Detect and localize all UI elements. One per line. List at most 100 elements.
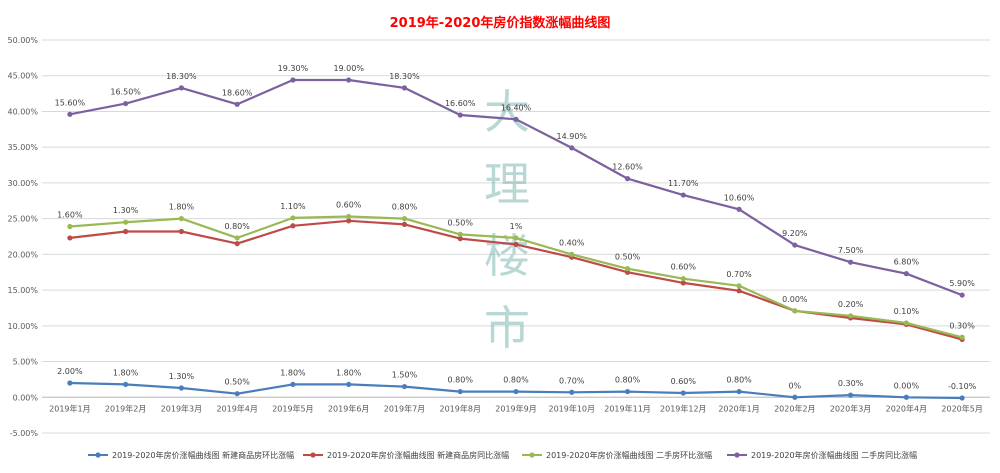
data-point [959, 334, 965, 340]
data-label: 0.50% [224, 378, 250, 387]
y-axis: -5.00% 0.00% 5.00% 10.00% 15.00% 20.00% 25.00%… [7, 36, 38, 438]
data-label: 2.00% [57, 367, 83, 376]
data-point [624, 269, 631, 275]
data-label: 18.30% [389, 72, 420, 81]
data-label: 1.80% [169, 203, 195, 212]
data-point [457, 231, 463, 237]
data-label: 1% [510, 222, 523, 231]
data-label: 0.50% [448, 218, 474, 227]
data-point [903, 271, 909, 277]
data-label: 0.70% [726, 270, 752, 279]
y-tick-label: 5.00% [13, 358, 39, 367]
data-label: 16.40% [501, 103, 532, 112]
data-label: 0.00% [894, 381, 920, 390]
data-label: 0.80% [448, 376, 474, 385]
data-label: 0.80% [726, 376, 752, 385]
data-label: 15.60% [55, 98, 86, 107]
data-label: 1.80% [280, 368, 306, 377]
data-point [792, 242, 798, 248]
x-tick-label: 2019年2月 [105, 403, 146, 413]
data-point [67, 380, 73, 386]
data-point [847, 392, 854, 398]
data-point [290, 215, 296, 221]
data-point [234, 241, 240, 247]
data-point [67, 111, 73, 117]
data-point [234, 101, 240, 107]
data-point [346, 381, 352, 388]
data-point [624, 176, 631, 182]
data-point [792, 394, 798, 400]
data-label: 1.80% [336, 368, 362, 377]
y-tick-label: 10.00% [7, 322, 38, 331]
data-label: 1.30% [169, 372, 195, 381]
x-tick-label: 2019年1月 [49, 403, 90, 413]
y-tick-label: 25.00% [7, 215, 38, 224]
data-point [736, 288, 742, 294]
data-label: 18.30% [166, 72, 197, 81]
data-labels: 2.00% 1.80% 1.30% 0.50% 1.80% 1.80% 1.50% 0.80%… [55, 64, 977, 391]
data-point [513, 235, 519, 241]
data-point [513, 388, 519, 395]
data-label: 5.90% [949, 279, 975, 288]
legend-label: 2019-2020年房价涨幅曲线图 新建商品房同比涨幅 [327, 450, 509, 460]
grid [42, 39, 990, 434]
data-label: 1.80% [113, 368, 139, 377]
data-point [736, 206, 742, 212]
y-tick-label: 50.00% [7, 36, 38, 45]
data-point [346, 218, 352, 224]
data-point [959, 395, 965, 401]
data-label: 0.60% [336, 200, 362, 209]
series-group [67, 77, 965, 401]
data-point [903, 320, 909, 326]
data-point [569, 389, 575, 395]
data-point [346, 213, 352, 220]
legend-label: 2019-2020年房价涨幅曲线图 二手房环比涨幅 [546, 450, 712, 460]
data-point [178, 385, 185, 391]
y-tick-label: 35.00% [7, 143, 38, 152]
data-label: 0.70% [559, 376, 585, 385]
legend-marker [310, 452, 316, 458]
data-label: 0.80% [392, 203, 418, 212]
data-point [234, 391, 240, 397]
data-label: 1.60% [57, 210, 83, 219]
x-tick-label: 2020年2月 [774, 403, 815, 413]
data-label: 11.70% [668, 179, 699, 188]
x-tick-label: 2020年4月 [886, 403, 927, 413]
x-tick-label: 2020年1月 [718, 403, 759, 413]
y-tick-label: 30.00% [7, 179, 38, 188]
data-label: 0.00% [782, 295, 808, 304]
x-tick-label: 2019年11月 [604, 403, 651, 413]
data-label: -0.10% [948, 382, 977, 391]
x-tick-label: 2019年4月 [216, 403, 257, 413]
data-point [736, 283, 742, 289]
data-point [401, 216, 408, 222]
data-label: 16.50% [110, 88, 141, 97]
data-point [123, 381, 129, 388]
y-tick-label: 40.00% [7, 107, 38, 116]
data-point [792, 308, 798, 314]
x-tick-label: 2020年5月 [941, 403, 982, 413]
data-label: 0% [788, 381, 801, 390]
x-tick-label: 2019年6月 [328, 403, 369, 413]
data-point [680, 390, 686, 396]
x-tick-label: 2019年10月 [548, 403, 595, 413]
data-label: 0.50% [615, 253, 641, 262]
data-point [513, 116, 519, 122]
data-label: 9.20% [782, 229, 808, 238]
legend-marker [734, 452, 740, 458]
x-tick-label: 2019年7月 [384, 403, 425, 413]
data-point [67, 223, 73, 230]
data-point [123, 228, 129, 235]
data-point [513, 241, 519, 247]
data-point [234, 235, 240, 241]
data-point [178, 228, 185, 235]
legend-marker [529, 452, 535, 458]
x-tick-label: 2019年12月 [660, 403, 707, 413]
data-point [123, 219, 129, 225]
chart-title: 2019年-2020年房价指数涨幅曲线图 [390, 15, 611, 31]
x-tick-label: 2020年3月 [830, 403, 871, 413]
legend-marker [95, 452, 101, 458]
data-label: 0.30% [949, 321, 975, 330]
watermark-char: 市 [484, 301, 530, 355]
